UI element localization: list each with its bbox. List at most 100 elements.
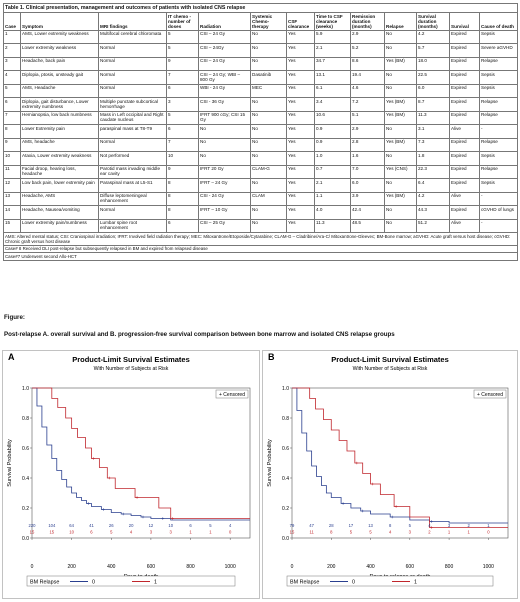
- table-cell: No: [250, 218, 287, 234]
- table-row: 3 Headache, back pain Normal 9 CSI – 24 Gy No…: [3, 56, 519, 72]
- censor-mark: [430, 526, 433, 529]
- table-cell: 3.1: [416, 124, 450, 139]
- group-legend-box: [26, 575, 236, 587]
- at-risk-count: 5: [209, 523, 212, 528]
- chart-title: Product-Limit Survival Estimates: [331, 355, 449, 364]
- table-caption: Table 1. Clinical presentation, manageme…: [2, 3, 519, 13]
- table-cell: Hemianopsia, low back numbness: [20, 110, 99, 126]
- censor-mark: [135, 496, 139, 499]
- x-tick-label: 200: [327, 564, 336, 570]
- table-cell: 10: [3, 151, 21, 166]
- table-cell: 5.2: [350, 43, 385, 58]
- table-cell: Expired: [449, 56, 480, 72]
- table-header-cell: IT chemo -number of doses: [166, 12, 199, 31]
- table-cell: Yes: [286, 97, 315, 112]
- table-cell: Normal: [98, 70, 167, 85]
- table-cell: 3.9: [350, 191, 385, 207]
- table-cell: 1.8: [416, 151, 450, 166]
- table-cell: No: [384, 29, 417, 45]
- y-tick-label: 0.6: [282, 446, 289, 452]
- table-cell: Yes: [286, 218, 315, 234]
- table-cell: Expired: [449, 151, 480, 166]
- table-cell: Yes: [286, 178, 315, 193]
- table-cell: 13.1: [314, 70, 351, 85]
- at-risk-count: 2: [428, 530, 431, 535]
- at-risk-count: 5: [409, 523, 412, 528]
- at-risk-count: 47: [309, 523, 314, 528]
- y-tick-label: 0.6: [22, 446, 29, 452]
- x-tick-label: 800: [186, 564, 195, 570]
- table-cell: 4.6: [350, 83, 385, 99]
- table-row: 7 Hemianopsia, low back numbness Mass in L…: [3, 110, 519, 126]
- x-tick-label: 400: [366, 564, 375, 570]
- at-risk-count: 26: [109, 523, 114, 528]
- table-row: 2 Lower extremity weakness Normal 5 CSI – 24…: [3, 43, 519, 58]
- table-cell: Yes: [286, 83, 315, 99]
- table-cell: Alive: [449, 124, 480, 139]
- censored-legend-box: [215, 389, 249, 399]
- at-risk-count: 1: [487, 523, 490, 528]
- table-cell: CSI – 24 Gy; WBI – 800 Gy: [198, 70, 251, 85]
- table-cell: Alive: [449, 218, 480, 234]
- table-cell: Facial droop, hearing loss, headache: [20, 164, 99, 180]
- table-cell: 8: [166, 178, 199, 193]
- censor-mark: [141, 515, 145, 519]
- table-cell: Parotid mass invading middle ear cavity: [98, 164, 167, 180]
- series-curve-1: [32, 387, 250, 519]
- table-header-row: Case Symptom MRI findings IT chemo -number …: [3, 12, 519, 31]
- table-cell: Expired: [449, 137, 480, 153]
- y-tick-label: 0.4: [282, 476, 289, 482]
- table-cell: Yes: [286, 151, 315, 166]
- table-cell: Dasatinib: [250, 70, 287, 85]
- at-risk-count: 64: [69, 523, 74, 528]
- y-tick-label: 1.0: [282, 386, 289, 392]
- table-cell: Ataxia, Lower extremity weakness: [20, 151, 99, 166]
- at-risk-count: 1: [209, 530, 212, 535]
- table-cell: No: [250, 110, 287, 126]
- table-cell: Yes (BM): [384, 137, 417, 153]
- table-cell: Expired: [449, 70, 480, 85]
- table-cell: IFRT – 24 Gy: [198, 178, 251, 193]
- table-cell: Relapse: [478, 56, 519, 72]
- table-cell: Expired: [449, 205, 480, 220]
- table-row: 1 AMS, Lower extremity weakness Multifocal…: [3, 29, 519, 45]
- table-cell: Diplopia, ptosis, unsteady gait: [20, 70, 99, 85]
- table-cell: 0.9: [314, 124, 351, 139]
- at-risk-count: 6: [90, 530, 93, 535]
- censor-mark: [361, 509, 365, 513]
- table-cell: 1.0: [314, 151, 351, 166]
- censor-mark: [355, 461, 359, 465]
- table-cell: 6: [166, 218, 199, 234]
- y-tick-label: 1.0: [22, 386, 29, 392]
- table-note-case8: Case# 8 Received DLI post-relapse but su…: [2, 244, 519, 254]
- table-cell: 6: [3, 97, 21, 112]
- table-cell: Normal: [98, 43, 167, 58]
- table-cell: 3.4: [314, 97, 351, 112]
- at-risk-count: 41: [89, 523, 94, 528]
- table-cell: Paraspinal mass at L5-S1: [98, 178, 167, 193]
- table-row: 11 Facial droop, hearing loss, headache Pa…: [3, 164, 519, 180]
- table-cell: AMS, Lower extremity weakness: [20, 29, 99, 45]
- table-cell: Expired: [449, 97, 480, 112]
- table-cell: 4: [3, 70, 21, 85]
- km-chart-panel-a: A Product-Limit Survival Estimates With Nu…: [2, 350, 260, 599]
- table-row: 14 Headache, Nausea/vomiting Normal 8 IFRT –…: [3, 205, 519, 220]
- table-cell: No: [250, 124, 287, 139]
- table-cell: No: [198, 137, 251, 153]
- table-header-cell: Survival: [449, 12, 480, 31]
- table-cell: -: [478, 191, 519, 207]
- legend-entry-1: 1: [154, 580, 157, 586]
- table-cell: No: [250, 97, 287, 112]
- table-header-cell: CSF clearance: [286, 12, 315, 31]
- table-cell: 9: [3, 137, 21, 153]
- table-cell: 2.1: [314, 178, 351, 193]
- table-cell: IFRT 900 cGy; CSI 15 Gy: [198, 110, 251, 126]
- table-cell: Headache, back pain: [20, 56, 99, 72]
- table-cell: Yes: [286, 110, 315, 126]
- table-cell: AMS, Headache: [20, 83, 99, 99]
- table-header-cell: MRI findings: [98, 12, 167, 31]
- table-cell: 12: [3, 178, 21, 193]
- censor-mark: [92, 457, 95, 460]
- table-cell: 6: [166, 83, 199, 99]
- at-risk-count: 13: [368, 523, 373, 528]
